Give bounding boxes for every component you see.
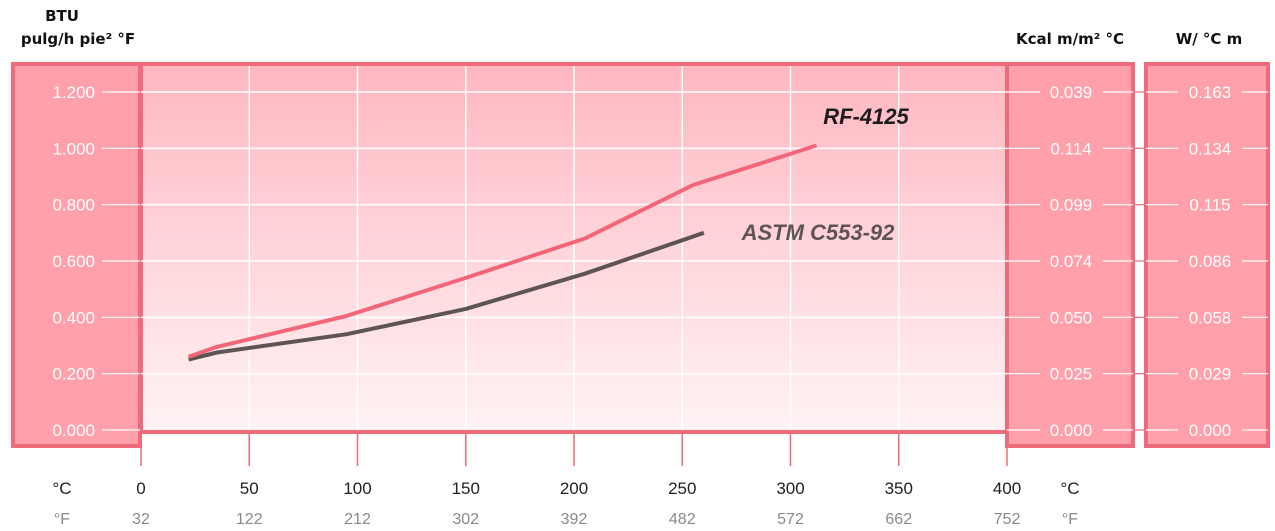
- series-labels: RF-4125 ASTM C553-92: [741, 104, 910, 245]
- series-line-1: [188, 230, 705, 362]
- right1-tick-label: 0.114: [1050, 139, 1091, 158]
- series-label-astm: ASTM C553-92: [741, 220, 896, 245]
- x-tick-label-fahrenheit: 662: [885, 511, 912, 528]
- x-tick-label-fahrenheit: 122: [236, 511, 263, 528]
- x-tick-label-celsius: 50: [240, 479, 259, 498]
- x-tick-label-celsius: 300: [776, 479, 804, 498]
- right1-tick-label: 0.025: [1050, 365, 1093, 384]
- x-tick-label-celsius: 400: [993, 479, 1021, 498]
- x-tick-label-fahrenheit: 482: [669, 511, 696, 528]
- left-axis-panel: [11, 62, 142, 448]
- right-axis2-panel: [1144, 62, 1270, 448]
- right1-tick-label: 0.000: [1050, 421, 1093, 440]
- left-tick-label: 1.000: [52, 139, 95, 158]
- series-label-rf4125: RF-4125: [823, 104, 909, 129]
- left-tick-label: 0.000: [52, 421, 95, 440]
- right2-tick-label: 0.000: [1189, 421, 1232, 440]
- right1-tick-label: 0.050: [1050, 308, 1093, 327]
- x-unit-fahrenheit-left: °F: [54, 511, 70, 528]
- x-tick-label-fahrenheit: 302: [452, 511, 479, 528]
- x-tick-label-celsius: 100: [343, 479, 371, 498]
- x-tick-label-fahrenheit: 752: [994, 511, 1021, 528]
- x-tick-label-celsius: 350: [885, 479, 913, 498]
- left-tick-label: 1.200: [52, 83, 95, 102]
- right1-tick-label: 0.074: [1050, 252, 1093, 271]
- x-tick-label-celsius: 0: [136, 479, 145, 498]
- left-tick-label: 0.400: [52, 308, 95, 327]
- left-tick-label: 0.600: [52, 252, 95, 271]
- right1-tick-label: 0.039: [1050, 83, 1093, 102]
- right2-tick-label: 0.086: [1189, 252, 1232, 271]
- right2-tick-label: 0.134: [1189, 139, 1232, 158]
- right2-tick-label: 0.163: [1189, 83, 1232, 102]
- right2-tick-label: 0.058: [1189, 308, 1232, 327]
- x-tick-label-fahrenheit: 392: [561, 511, 588, 528]
- right2-tick-label: 0.115: [1189, 196, 1230, 215]
- x-unit-celsius-right: °C: [1060, 479, 1079, 498]
- y-axis-ticks: 0.000 0.000 0.000 0.200 0.025 0.029 0.400 0.050…: [52, 83, 1231, 440]
- left-axis-unit-line1: BTU: [45, 7, 79, 25]
- right2-tick-label: 0.029: [1189, 365, 1232, 384]
- x-tick-label-celsius: 200: [560, 479, 588, 498]
- series-line-0: [187, 143, 818, 359]
- right-axis1-unit: Kcal m/m² °C: [1016, 30, 1124, 48]
- left-tick-label: 0.800: [52, 196, 95, 215]
- series-lines: [187, 143, 818, 362]
- right1-tick-label: 0.099: [1050, 196, 1093, 215]
- x-unit-fahrenheit-right: °F: [1062, 511, 1078, 528]
- x-axis-ticks: 0 32 50 122 100 212 150 302 200 392 250 482 300 572 35…: [52, 432, 1080, 528]
- x-tick-label-fahrenheit: 32: [132, 511, 150, 528]
- x-tick-label-fahrenheit: 212: [344, 511, 371, 528]
- x-tick-label-fahrenheit: 572: [777, 511, 804, 528]
- grid-lines: [102, 66, 1268, 431]
- left-axis-unit-line2: pulg/h pie² °F: [21, 30, 135, 48]
- right-axis1-panel: [1005, 62, 1135, 448]
- right-axis2-unit: W/ °C m: [1176, 30, 1243, 48]
- x-unit-celsius-left: °C: [52, 479, 71, 498]
- x-tick-label-celsius: 150: [452, 479, 480, 498]
- left-tick-label: 0.200: [52, 365, 95, 384]
- x-tick-label-celsius: 250: [668, 479, 696, 498]
